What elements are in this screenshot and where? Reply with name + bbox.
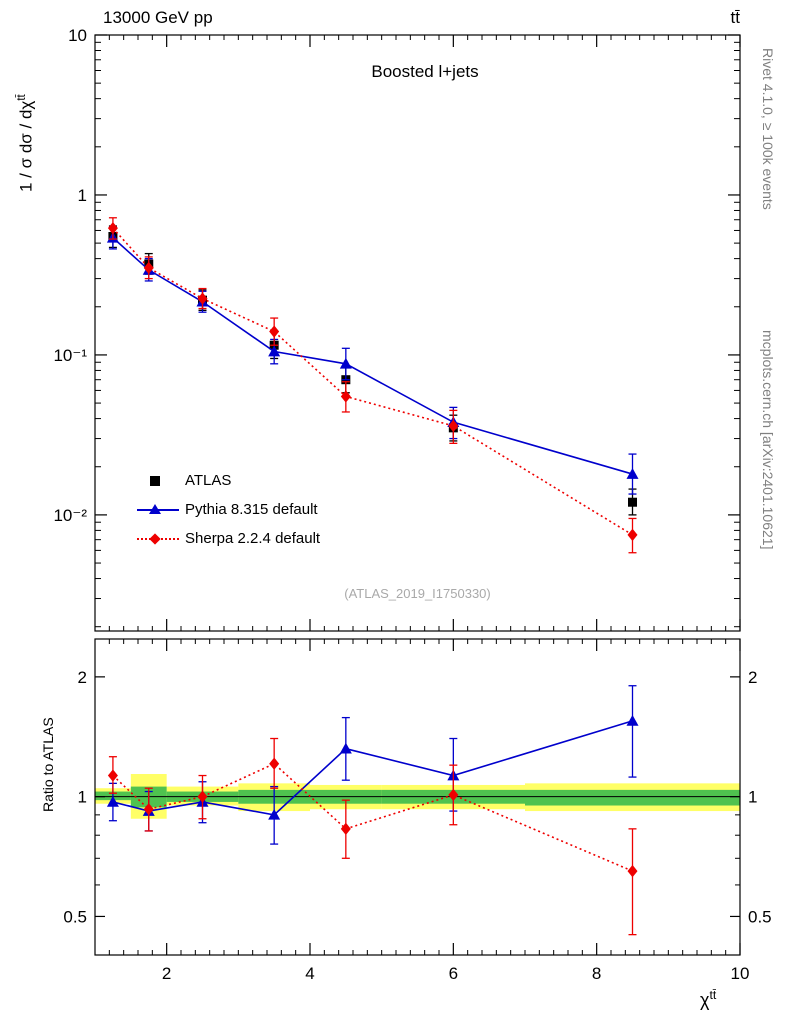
y-axis-label-top-sup: tt̄ [16,94,28,101]
ratio-series-diamond [107,737,638,936]
svg-text:0.5: 0.5 [63,907,87,926]
x-axis-label: χtt̄ [700,988,716,1011]
process-label: tt̄ [730,8,740,27]
svg-text:0.5: 0.5 [748,907,772,926]
svg-text:2: 2 [162,964,171,983]
axes-frames: 10 1 10⁻¹ 10⁻² 2 2 1 1 0.5 0.5 2 4 6 8 10 [53,26,771,983]
pythia-triangle-marker-icon [135,500,181,520]
plot-title: Boosted l+jets [371,62,479,81]
x-axis-label-sup: tt̄ [709,988,717,1002]
svg-text:2: 2 [748,668,757,687]
legend: ATLAS Pythia 8.315 default Sherpa 2.2.4 … [135,466,320,553]
legend-label-pythia: Pythia 8.315 default [185,501,318,518]
svg-text:10: 10 [731,964,750,983]
svg-text:4: 4 [305,964,314,983]
ratio-series-triangle [106,685,639,845]
svg-text:10⁻¹: 10⁻¹ [53,346,87,365]
svg-text:8: 8 [592,964,601,983]
atlas-square-marker-icon [135,471,181,491]
legend-item-atlas: ATLAS [135,466,320,495]
svg-text:1: 1 [78,788,87,807]
analysis-watermark: (ATLAS_2019_I1750330) [344,586,491,601]
sherpa-diamond-marker-icon [135,529,181,549]
svg-text:2: 2 [78,668,87,687]
svg-text:1: 1 [78,186,87,205]
y-axis-label-ratio: Ratio to ATLAS [40,717,56,812]
legend-item-sherpa: Sherpa 2.2.4 default [135,524,320,553]
series-diamond [107,217,638,554]
rivet-version-caption: Rivet 4.1.0, ≥ 100k events [760,48,776,210]
y-axis-label-top: 1 / σ dσ / dχtt̄ [16,94,37,192]
legend-label-atlas: ATLAS [185,472,232,489]
uncertainty-bands [95,774,740,819]
beam-energy-label: 13000 GeV pp [103,8,213,27]
svg-text:10: 10 [68,26,87,45]
series-triangle [106,226,639,495]
svg-text:6: 6 [449,964,458,983]
svg-text:10⁻²: 10⁻² [53,506,87,525]
x-axis-label-text: χ [700,990,710,1010]
mcplots-caption: mcplots.cern.ch [arXiv:2401.10621] [760,330,776,550]
legend-item-pythia: Pythia 8.315 default [135,495,320,524]
svg-text:1: 1 [748,788,757,807]
legend-label-sherpa: Sherpa 2.2.4 default [185,530,321,547]
y-axis-label-top-text: 1 / σ dσ / dχ [16,100,36,192]
